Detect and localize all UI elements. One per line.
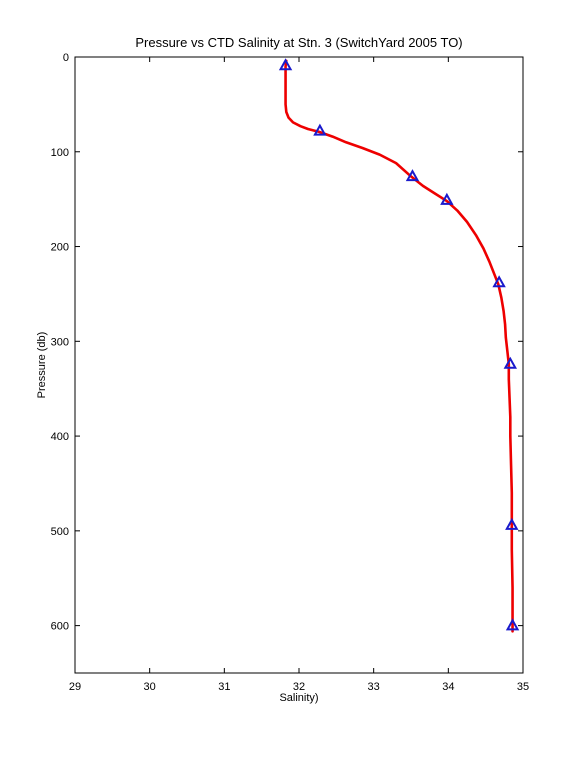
x-tick-label: 33 (368, 681, 380, 693)
bottle-sample-marker (440, 192, 454, 205)
bottle-sample-markers (278, 58, 520, 631)
bottle-sample-marker (492, 275, 506, 288)
y-tick-label: 300 (51, 336, 69, 348)
y-tick-label: 0 (63, 52, 69, 64)
bottle-sample-marker (505, 618, 520, 631)
y-tick-label: 200 (51, 242, 69, 254)
bottle-sample-marker (313, 123, 327, 136)
plot-area-frame (74, 56, 524, 674)
x-axis-ticks: 29 30 31 32 33 34 35 (69, 57, 529, 693)
y-tick-label: 500 (51, 526, 69, 538)
y-tick-label: 400 (51, 431, 69, 443)
x-tick-label: 34 (442, 681, 454, 693)
bottle-sample-marker (278, 58, 293, 71)
chart-title: Pressure vs CTD Salinity at Stn. 3 (Swit… (135, 35, 462, 50)
bottle-sample-marker (503, 356, 518, 369)
x-tick-label: 35 (517, 681, 529, 693)
bottle-sample-marker (505, 517, 519, 530)
y-tick-label: 600 (51, 621, 69, 633)
y-axis-ticks: 0 100 200 300 400 500 600 (51, 52, 523, 633)
x-axis-label: Salinity) (279, 692, 318, 704)
x-tick-label: 31 (218, 681, 230, 693)
y-tick-label: 100 (51, 147, 69, 159)
bottle-sample-marker (405, 169, 420, 182)
x-tick-label: 32 (293, 681, 305, 693)
y-axis-label: Pressure (db) (36, 332, 48, 399)
series-layer (284, 59, 514, 633)
salinity-profile-line (284, 59, 514, 633)
x-tick-label: 30 (144, 681, 156, 693)
x-tick-label: 29 (69, 681, 81, 693)
